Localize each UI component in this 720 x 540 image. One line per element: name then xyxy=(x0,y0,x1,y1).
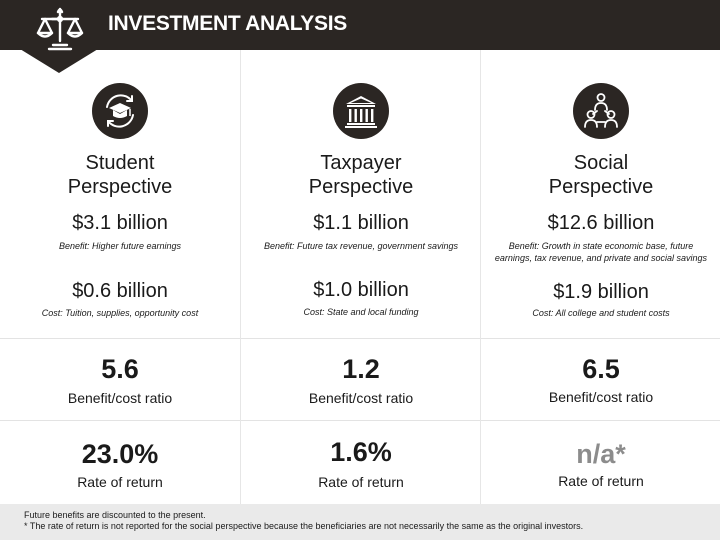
row-divider xyxy=(0,420,720,421)
graduation-cap-icon xyxy=(92,83,148,139)
rate-of-return: n/a* xyxy=(576,439,626,469)
ratio-label: Benefit/cost ratio xyxy=(548,389,654,405)
perspective-title: Social Perspective xyxy=(481,151,720,199)
perspective-title-line: Social xyxy=(573,152,629,174)
footnote-line: * The rate of return is not reported for… xyxy=(24,521,584,531)
page-title: INVESTMENT ANALYSIS xyxy=(108,12,347,35)
perspectives-grid: Student Perspective $3.1 billion Benefit… xyxy=(0,50,720,504)
perspective-title: Taxpayer Perspective xyxy=(241,151,481,199)
footnote-line: Future benefits are discounted to the pr… xyxy=(24,510,206,520)
header-bar: INVESTMENT ANALYSIS xyxy=(0,0,720,50)
scales-icon xyxy=(36,7,84,51)
perspective-title-line: Taxpayer xyxy=(320,152,402,174)
rate-of-return: 1.6% xyxy=(330,437,392,467)
perspective-title: Student Perspective xyxy=(0,151,240,199)
perspective-title-line: Student xyxy=(85,152,155,174)
footnote-panel: Future benefits are discounted to the pr… xyxy=(0,504,720,540)
ratio-label: Benefit/cost ratio xyxy=(308,390,414,406)
rate-of-return: 23.0% xyxy=(81,439,159,469)
benefit-note: Benefit: Growth in state economic base, … xyxy=(494,241,708,263)
benefit-cost-ratio: 1.2 xyxy=(342,354,380,384)
perspective-title-line: Perspective xyxy=(548,176,654,198)
people-network-icon xyxy=(573,83,629,139)
cost-note: Cost: State and local funding xyxy=(303,307,419,317)
ratio-label: Benefit/cost ratio xyxy=(67,390,173,406)
benefit-amount: $3.1 billion xyxy=(72,212,168,234)
cost-amount: $1.9 billion xyxy=(553,281,649,303)
student-perspective-column: Student Perspective $3.1 billion Benefit… xyxy=(0,50,240,504)
return-label: Rate of return xyxy=(318,474,404,490)
benefit-cost-ratio: 6.5 xyxy=(582,354,620,384)
perspective-title-line: Perspective xyxy=(308,176,414,198)
cost-note: Cost: Tuition, supplies, opportunity cos… xyxy=(41,308,199,318)
cost-amount: $1.0 billion xyxy=(313,279,409,301)
benefit-note: Benefit: Higher future earnings xyxy=(58,241,182,251)
perspective-title-line: Perspective xyxy=(67,176,173,198)
benefit-note: Benefit: Future tax revenue, government … xyxy=(263,241,459,251)
cost-note: Cost: All college and student costs xyxy=(532,308,670,318)
government-building-icon xyxy=(333,83,389,139)
header-notch xyxy=(20,49,98,73)
return-label: Rate of return xyxy=(77,474,163,490)
return-label: Rate of return xyxy=(558,473,644,489)
social-perspective-column: Social Perspective $12.6 billion Benefit… xyxy=(480,50,720,504)
benefit-amount: $1.1 billion xyxy=(313,212,409,234)
taxpayer-perspective-column: Taxpayer Perspective $1.1 billion Benefi… xyxy=(240,50,480,504)
benefit-amount: $12.6 billion xyxy=(547,212,655,234)
benefit-cost-ratio: 5.6 xyxy=(101,354,139,384)
row-divider xyxy=(0,338,720,339)
cost-amount: $0.6 billion xyxy=(72,280,168,302)
